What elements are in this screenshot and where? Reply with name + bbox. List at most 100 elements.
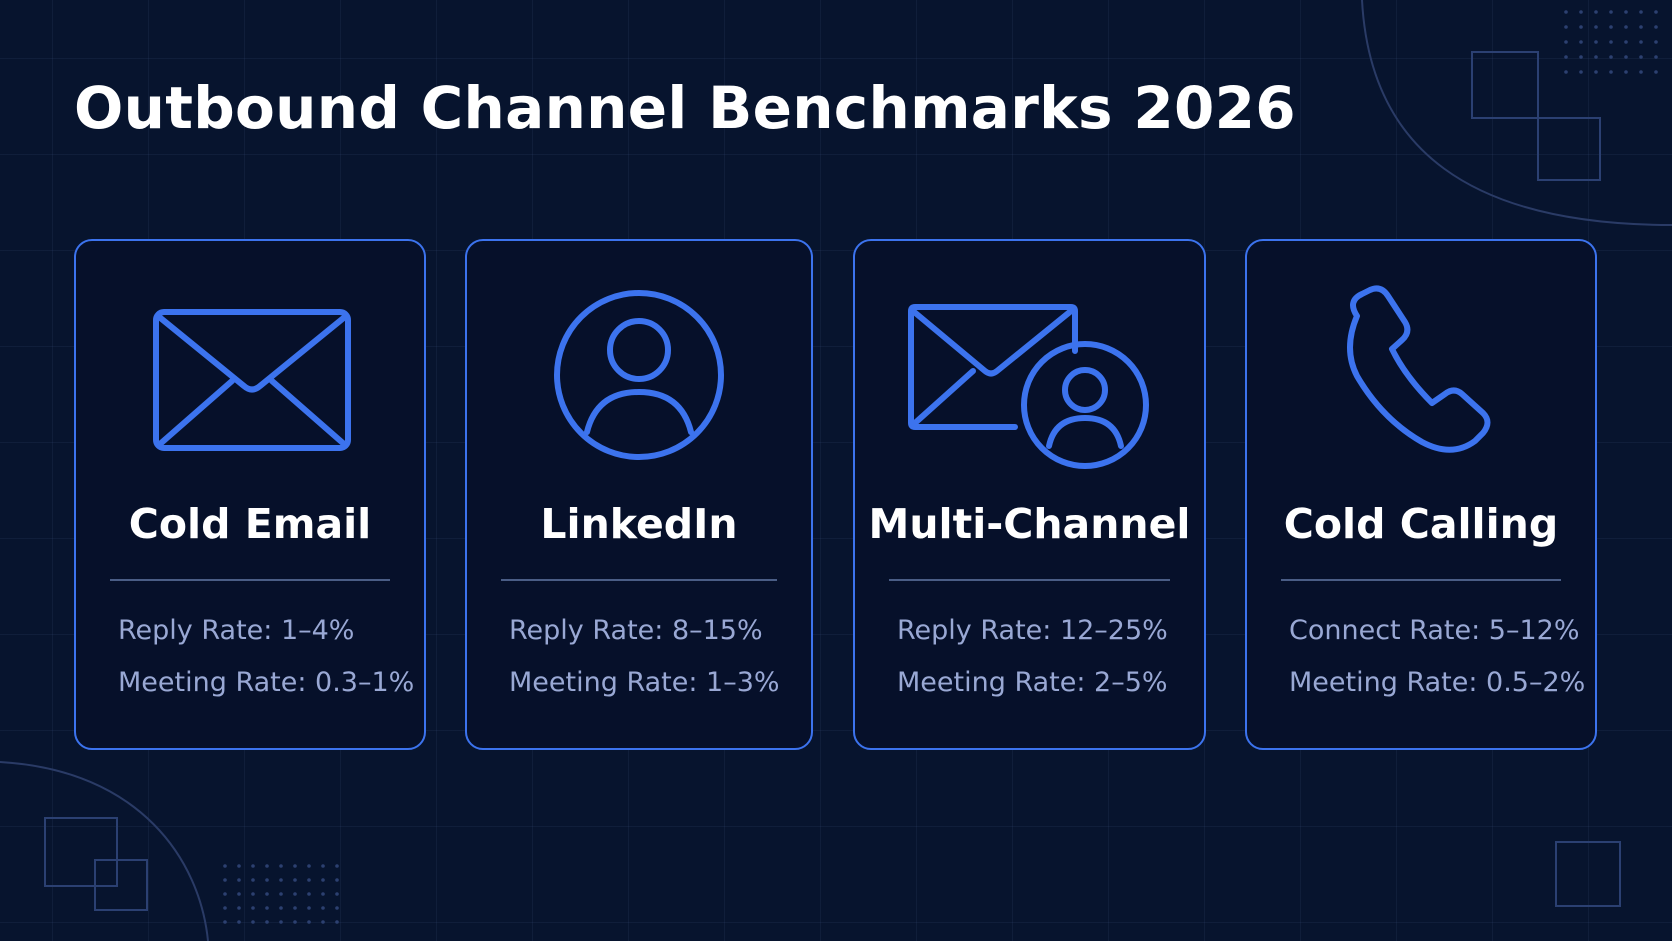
decor-dot [307, 864, 311, 868]
decor-dot [1654, 70, 1658, 74]
decor-dot [265, 878, 269, 882]
decor-dot [1639, 40, 1643, 44]
decor-dot [1609, 40, 1613, 44]
card-linkedin: LinkedIn Reply Rate: 8–15% Meeting Rate:… [465, 239, 813, 750]
card-title: LinkedIn [540, 500, 738, 548]
card-title: Cold Calling [1283, 500, 1559, 548]
decor-dot [1579, 40, 1583, 44]
decor-dot [237, 864, 241, 868]
decor-dot [279, 892, 283, 896]
card-divider [110, 579, 390, 581]
card-divider [501, 579, 777, 581]
decor-dot [307, 892, 311, 896]
decor-dot [237, 920, 241, 924]
decor-dot [1639, 55, 1643, 59]
card-divider [1281, 579, 1561, 581]
decor-dot [321, 878, 325, 882]
decor-dot [1594, 70, 1598, 74]
envelope-icon [153, 309, 351, 451]
decor-dot [237, 892, 241, 896]
decor-dot [307, 906, 311, 910]
card-divider [889, 579, 1170, 581]
decor-dot [1564, 25, 1568, 29]
decor-dot [1624, 40, 1628, 44]
decor-dot [1609, 10, 1613, 14]
decor-dot [1624, 10, 1628, 14]
decor-dot [293, 892, 297, 896]
decor-dot [1579, 25, 1583, 29]
decor-dot [293, 864, 297, 868]
decor-dot [307, 878, 311, 882]
decor-dot [223, 892, 227, 896]
decor-dot [251, 920, 255, 924]
decor-dot [1639, 70, 1643, 74]
decor-dot [1594, 25, 1598, 29]
decor-dot [265, 864, 269, 868]
decor-dot [1624, 25, 1628, 29]
decor-dot [1579, 10, 1583, 14]
decor-dot [293, 920, 297, 924]
decor-dot [321, 906, 325, 910]
decor-dot [1564, 55, 1568, 59]
decor-dot [321, 920, 325, 924]
decor-dot [1624, 70, 1628, 74]
decor-dot [1639, 25, 1643, 29]
card-cold-calling: Cold Calling Connect Rate: 5–12% Meeting… [1245, 239, 1597, 750]
reply-rate-stat: Reply Rate: 8–15% [509, 615, 763, 646]
decor-dot [321, 864, 325, 868]
decor-dot [1654, 40, 1658, 44]
meeting-rate-stat: Meeting Rate: 1–3% [509, 667, 780, 698]
decor-dot [335, 892, 339, 896]
decor-dot [237, 878, 241, 882]
decor-dot [321, 892, 325, 896]
decor-dot [265, 906, 269, 910]
reply-rate-stat: Reply Rate: 1–4% [118, 615, 355, 646]
reply-rate-stat: Reply Rate: 12–25% [897, 615, 1168, 646]
decor-dot [1594, 55, 1598, 59]
connect-rate-stat: Connect Rate: 5–12% [1289, 615, 1580, 646]
user-circle-icon [554, 290, 724, 460]
decor-dot [1564, 40, 1568, 44]
decor-dot [335, 906, 339, 910]
decor-dot [251, 864, 255, 868]
decor-dot [1654, 55, 1658, 59]
card-title: Cold Email [128, 500, 372, 548]
decor-dot [223, 906, 227, 910]
envelope-user-icon [908, 304, 1149, 469]
page-title: Outbound Channel Benchmarks 2026 [74, 74, 1296, 142]
decor-dot [279, 864, 283, 868]
decor-dot [1609, 55, 1613, 59]
decor-dot [1564, 10, 1568, 14]
decor-dot [265, 920, 269, 924]
decor-dot [293, 878, 297, 882]
decor-dot [1654, 10, 1658, 14]
meeting-rate-stat: Meeting Rate: 0.3–1% [118, 667, 415, 698]
phone-icon [1347, 285, 1491, 453]
decor-dot [335, 878, 339, 882]
decor-dot [279, 920, 283, 924]
card-title: Multi-Channel [868, 500, 1191, 548]
decor-dot [251, 892, 255, 896]
decor-dot [1639, 10, 1643, 14]
decor-dot [1564, 70, 1568, 74]
decor-dot [279, 878, 283, 882]
decor-dot [279, 906, 283, 910]
decor-dot [1594, 10, 1598, 14]
decor-dot [265, 892, 269, 896]
card-multi-channel: Multi-Channel Reply Rate: 12–25% Meeting… [853, 239, 1206, 750]
decor-dot [223, 864, 227, 868]
decor-dot [1594, 40, 1598, 44]
decor-dot [1579, 70, 1583, 74]
decor-dot [223, 920, 227, 924]
decor-dot [223, 878, 227, 882]
meeting-rate-stat: Meeting Rate: 2–5% [897, 667, 1168, 698]
decor-dot [1654, 25, 1658, 29]
meeting-rate-stat: Meeting Rate: 0.5–2% [1289, 667, 1586, 698]
decor-dot [307, 920, 311, 924]
decor-dot [1624, 55, 1628, 59]
decor-dot [335, 920, 339, 924]
decor-dot [1579, 55, 1583, 59]
decor-dot [1609, 25, 1613, 29]
decor-dot [251, 878, 255, 882]
